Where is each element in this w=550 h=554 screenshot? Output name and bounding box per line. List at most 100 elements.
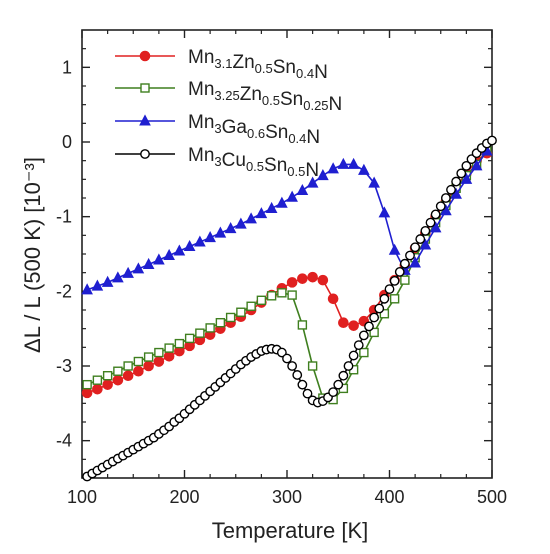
data-point bbox=[297, 379, 308, 390]
data-point bbox=[389, 275, 400, 286]
data-point bbox=[215, 317, 226, 328]
data-point bbox=[287, 361, 298, 371]
legend-item-2: Mn3.25Zn0.5Sn0.25N bbox=[115, 79, 342, 115]
data-point bbox=[256, 295, 267, 305]
x-tick-label: 500 bbox=[477, 487, 507, 507]
data-point bbox=[102, 371, 113, 381]
data-point bbox=[153, 253, 165, 265]
legend-marker bbox=[140, 83, 150, 93]
data-point bbox=[410, 242, 421, 253]
data-point bbox=[296, 183, 309, 196]
data-point bbox=[224, 222, 237, 234]
data-point bbox=[81, 283, 93, 295]
legend-item-3: Mn3Ga0.6Sn0.4N bbox=[115, 112, 320, 148]
data-point bbox=[338, 317, 349, 328]
data-point bbox=[113, 366, 123, 376]
data-point bbox=[379, 293, 390, 304]
legend-marker bbox=[140, 149, 150, 159]
x-tick-label: 100 bbox=[67, 487, 97, 507]
data-point bbox=[132, 262, 145, 274]
x-axis-label: Temperature [K] bbox=[212, 518, 369, 543]
series-layer bbox=[81, 135, 497, 482]
data-point bbox=[461, 160, 472, 171]
legend-label: Mn3Ga0.6Sn0.4N bbox=[188, 112, 320, 148]
data-point bbox=[173, 244, 186, 256]
data-point bbox=[399, 258, 410, 269]
series-line bbox=[86, 150, 488, 291]
data-point bbox=[343, 361, 354, 371]
data-point bbox=[378, 206, 391, 218]
data-point bbox=[142, 257, 155, 269]
data-point bbox=[154, 347, 164, 358]
legend: Mn3.1Zn0.5Sn0.4NMn3.25Zn0.5Sn0.25NMn3Ga0… bbox=[115, 47, 342, 181]
data-point bbox=[368, 176, 380, 188]
data-point bbox=[348, 350, 359, 361]
data-point bbox=[306, 176, 319, 188]
data-point bbox=[456, 168, 467, 179]
x-tick-label: 200 bbox=[169, 487, 199, 507]
data-point bbox=[101, 275, 114, 287]
x-tick-label: 300 bbox=[272, 487, 302, 507]
series-4 bbox=[82, 135, 497, 482]
data-point bbox=[327, 162, 339, 174]
data-point bbox=[225, 312, 236, 323]
data-point bbox=[425, 217, 436, 228]
data-point bbox=[122, 266, 134, 278]
data-point bbox=[236, 307, 246, 317]
legend-item-4: Mn3Cu0.5Sn0.5N bbox=[115, 145, 319, 181]
data-point bbox=[174, 338, 185, 349]
data-point bbox=[255, 207, 268, 219]
data-point bbox=[419, 238, 432, 250]
data-point bbox=[347, 157, 360, 169]
data-point bbox=[307, 361, 318, 371]
data-point bbox=[82, 379, 92, 390]
data-point bbox=[102, 379, 113, 390]
data-point bbox=[286, 277, 298, 288]
y-tick-label: 0 bbox=[62, 132, 72, 152]
legend-label: Mn3.1Zn0.5Sn0.4N bbox=[188, 47, 328, 83]
data-point bbox=[369, 312, 380, 323]
data-point bbox=[364, 321, 374, 332]
data-point bbox=[91, 279, 104, 291]
data-point bbox=[81, 387, 93, 399]
data-point bbox=[451, 176, 462, 187]
data-point bbox=[429, 221, 442, 233]
data-point bbox=[292, 370, 303, 380]
data-point bbox=[353, 340, 364, 350]
series-line bbox=[86, 139, 493, 478]
data-point bbox=[112, 271, 124, 283]
data-point bbox=[415, 234, 426, 244]
data-point bbox=[327, 293, 339, 305]
y-tick-label: -1 bbox=[56, 207, 72, 227]
data-point bbox=[430, 209, 441, 220]
legend-marker bbox=[139, 114, 151, 126]
x-tick-label: 400 bbox=[374, 487, 404, 507]
data-point bbox=[487, 135, 497, 146]
data-point bbox=[287, 290, 297, 300]
data-point bbox=[143, 360, 154, 372]
data-point bbox=[195, 328, 205, 338]
data-point bbox=[133, 365, 144, 377]
data-point bbox=[276, 347, 287, 358]
data-point bbox=[277, 288, 287, 298]
axis-ticks: 100 200 300 400 500 1 0 -1 -2 -3 -4 bbox=[56, 30, 507, 507]
data-point bbox=[297, 273, 308, 284]
data-point bbox=[194, 235, 206, 247]
data-point bbox=[384, 284, 395, 294]
data-point bbox=[163, 248, 175, 260]
data-point bbox=[235, 217, 247, 229]
data-point bbox=[440, 193, 451, 203]
data-point bbox=[184, 333, 195, 344]
y-tick-label: -4 bbox=[56, 431, 72, 451]
data-point bbox=[358, 163, 370, 175]
data-point bbox=[143, 352, 154, 362]
data-point bbox=[282, 353, 292, 364]
data-point bbox=[276, 196, 288, 208]
data-point bbox=[183, 239, 196, 252]
data-point bbox=[317, 274, 329, 286]
data-point bbox=[123, 361, 133, 371]
data-point bbox=[204, 230, 216, 243]
data-point bbox=[246, 301, 256, 311]
data-point bbox=[153, 356, 165, 367]
